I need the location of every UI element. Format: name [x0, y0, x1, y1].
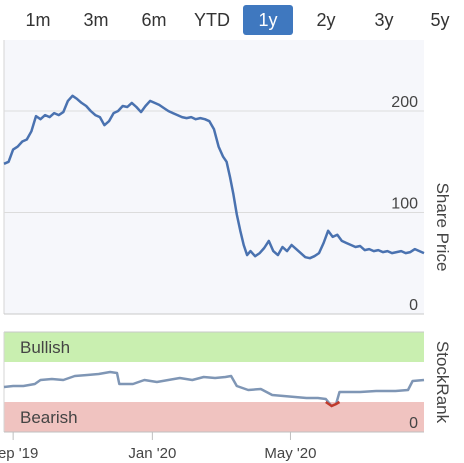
- range-tab-5y[interactable]: 5y: [430, 10, 450, 30]
- range-tab-2y[interactable]: 2y: [316, 10, 336, 30]
- x-tick-label: Sep '19: [0, 445, 38, 462]
- share-price-axis-label: Share Price: [433, 183, 452, 272]
- range-selector: 1m 3m 6m YTD 1y 2y 3y 5y: [0, 0, 464, 40]
- stockrank-panel: Bullish Bearish 0 StockRank Sep '19 Jan '…: [0, 331, 452, 462]
- stockrank-ytick-0: 0: [409, 415, 418, 432]
- price-y-ticks: 0 100 200: [391, 94, 418, 314]
- stockrank-bearish-dip: [325, 400, 341, 408]
- price-ytick-0: 0: [409, 297, 418, 314]
- bullish-band: [4, 332, 424, 362]
- range-tab-ytd[interactable]: YTD: [194, 10, 230, 30]
- range-tab-3y[interactable]: 3y: [374, 10, 394, 30]
- price-ytick-200: 200: [391, 94, 418, 111]
- x-tick-label: May '20: [264, 445, 316, 462]
- bullish-label: Bullish: [20, 338, 70, 357]
- stockrank-y-ticks: 0: [409, 415, 418, 432]
- bearish-label: Bearish: [20, 408, 78, 427]
- range-tab-1m[interactable]: 1m: [25, 10, 51, 30]
- range-tab-3m[interactable]: 3m: [83, 10, 109, 30]
- bearish-band: [4, 402, 424, 432]
- price-plot-area: [4, 40, 424, 314]
- stockrank-line: [3, 370, 425, 408]
- range-tab-6m[interactable]: 6m: [141, 10, 167, 30]
- price-ytick-100: 100: [391, 196, 418, 213]
- stockrank-axis-label: StockRank: [433, 341, 452, 424]
- x-axis-ticks: Sep '19 Jan '20 May '20: [0, 432, 316, 462]
- range-tab-1y[interactable]: 1y: [243, 5, 293, 35]
- price-panel: 0 100 200 Share Price: [3, 40, 452, 315]
- x-tick-label: Jan '20: [128, 445, 176, 462]
- price-gridlines: [4, 110, 424, 214]
- share-price-line: [3, 94, 425, 260]
